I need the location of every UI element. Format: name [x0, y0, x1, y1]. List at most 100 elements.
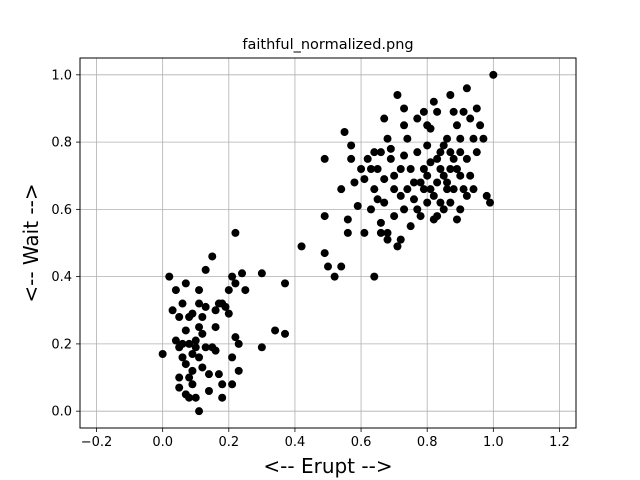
data-point	[347, 154, 356, 163]
data-point	[195, 407, 204, 416]
data-point	[472, 148, 481, 157]
data-point	[281, 329, 290, 338]
data-point	[224, 309, 233, 318]
data-point	[459, 185, 468, 194]
data-point	[390, 171, 399, 180]
data-point	[413, 205, 422, 214]
x-tick-label: 0.6	[351, 435, 372, 450]
data-point	[396, 235, 405, 244]
data-point	[380, 114, 389, 123]
x-tick-label: 0.4	[285, 435, 306, 450]
data-point	[443, 185, 452, 194]
data-point	[472, 104, 481, 113]
data-point	[171, 336, 180, 345]
data-point	[231, 279, 240, 288]
data-point	[383, 228, 392, 237]
data-point	[376, 228, 385, 237]
data-point	[218, 393, 227, 402]
data-point	[185, 373, 194, 382]
data-point	[479, 134, 488, 143]
data-point	[181, 360, 190, 369]
data-point	[456, 171, 465, 180]
data-point	[426, 124, 435, 133]
data-point	[406, 222, 415, 231]
data-point	[281, 279, 290, 288]
data-point	[456, 134, 465, 143]
data-point	[449, 107, 458, 116]
data-point	[486, 198, 495, 207]
data-point	[429, 191, 438, 200]
data-point	[413, 114, 422, 123]
data-point	[370, 185, 379, 194]
y-tick-label: 0.0	[51, 405, 72, 420]
y-tick-label: 0.2	[51, 337, 72, 352]
data-point	[320, 249, 329, 258]
data-point	[343, 215, 352, 224]
x-tick-label: 1.2	[549, 435, 570, 450]
data-point	[380, 175, 389, 184]
data-point	[241, 286, 250, 295]
chart-title: faithful_normalized.png	[242, 37, 413, 53]
data-point	[191, 343, 200, 352]
data-point	[452, 215, 461, 224]
data-point	[476, 121, 485, 130]
data-point	[171, 286, 180, 295]
data-point	[373, 165, 382, 173]
data-point	[400, 205, 409, 214]
data-point	[224, 286, 233, 295]
data-point	[462, 191, 471, 200]
data-point	[403, 134, 412, 143]
data-point	[439, 205, 448, 214]
data-point	[423, 171, 432, 180]
data-point	[337, 185, 346, 194]
data-point	[416, 212, 425, 221]
data-point	[393, 91, 402, 99]
data-point	[228, 353, 237, 362]
data-point	[443, 134, 452, 143]
axes-frame	[79, 57, 577, 429]
data-point	[204, 387, 213, 395]
data-point	[383, 235, 392, 244]
data-point	[452, 121, 461, 130]
data-point	[357, 165, 366, 173]
data-point	[376, 148, 385, 157]
data-point	[400, 121, 409, 130]
data-point	[426, 158, 435, 167]
data-point	[175, 373, 184, 382]
data-point	[340, 128, 349, 136]
axis-ticks: −0.2 0.0 0.2 0.4 0.6 0.8 1.0 1.2 0.0 0.2 0.4 0.6 0.8…	[51, 68, 569, 450]
data-point	[320, 154, 329, 163]
data-point	[178, 339, 187, 348]
data-point	[396, 191, 405, 200]
data-point	[168, 306, 177, 315]
y-tick-label: 0.4	[51, 270, 72, 285]
y-tick-label: 1.0	[51, 68, 72, 83]
y-tick-label: 0.8	[51, 136, 72, 151]
data-point	[400, 151, 409, 160]
data-point	[175, 383, 184, 392]
data-point	[400, 104, 409, 113]
data-point	[449, 154, 458, 163]
data-point	[373, 195, 382, 204]
data-point	[436, 198, 445, 207]
x-tick-label: 0.8	[417, 435, 438, 450]
data-point	[218, 380, 227, 389]
data-point	[198, 313, 207, 321]
data-point	[201, 343, 210, 352]
data-point	[175, 313, 184, 321]
data-point	[466, 171, 475, 180]
data-point	[228, 272, 237, 281]
data-point	[462, 154, 471, 163]
data-point	[181, 279, 190, 288]
data-point	[482, 191, 491, 200]
data-point	[188, 366, 197, 375]
data-point	[211, 323, 220, 332]
data-point	[386, 144, 395, 153]
data-point	[390, 185, 399, 194]
data-point	[198, 363, 207, 372]
data-point	[423, 141, 432, 150]
data-point	[446, 165, 455, 173]
data-point	[433, 107, 442, 116]
x-tick-label: 0.2	[218, 435, 239, 450]
